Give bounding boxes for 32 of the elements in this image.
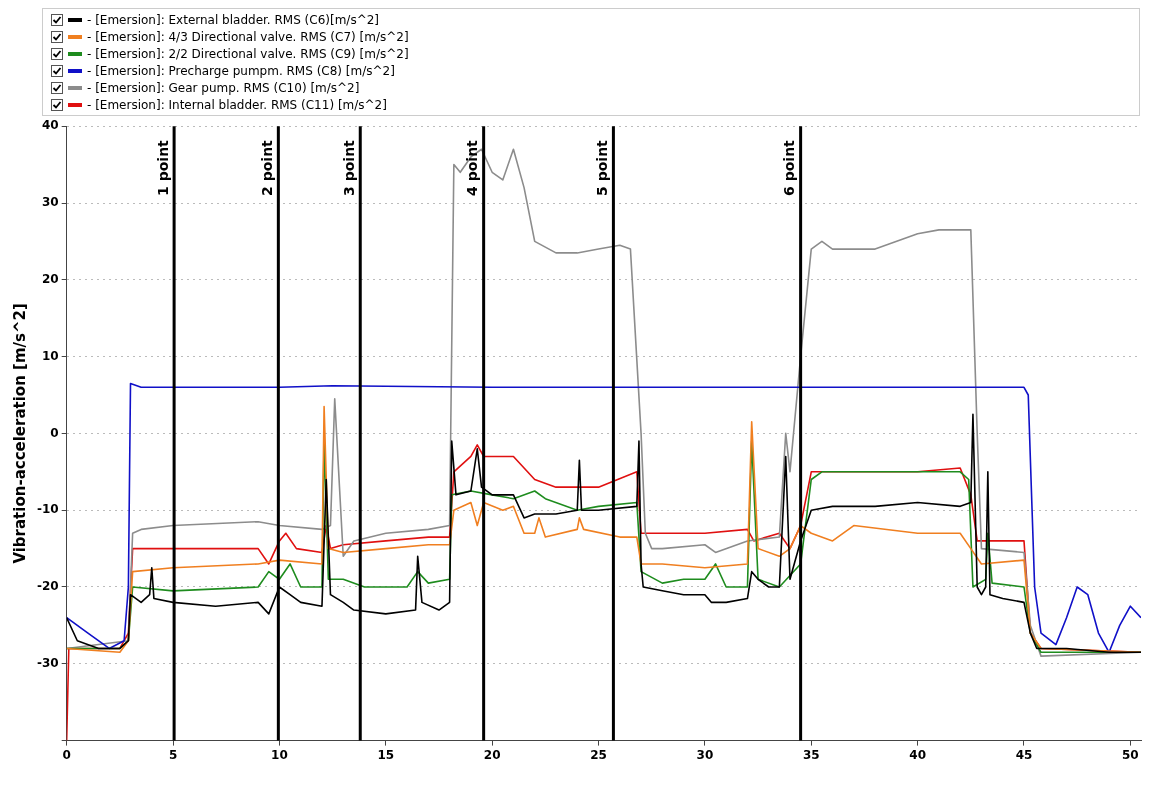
y-tick-label: 0 (50, 425, 59, 440)
x-tick-label: 30 (696, 747, 714, 762)
ref-line-label: 6 point (781, 139, 798, 196)
y-tick-label: 30 (41, 195, 59, 210)
x-tick-label: 45 (1015, 747, 1033, 762)
y-tick-label: 40 (41, 118, 59, 133)
legend-label: - [Emersion]: Gear pump. RMS (C10) [m/s^2] (87, 80, 360, 95)
legend-label: - [Emersion]: Precharge pumpm. RMS (C8) [m/s^2] (87, 63, 395, 78)
y-axis-title: Vibration-acceleration [m/s^2] (10, 303, 29, 564)
ref-line-label: 2 point (258, 139, 275, 196)
legend-label: - [Emersion]: 2/2 Directional valve. RMS (C9) [m/s^2] (87, 46, 409, 61)
x-tick-label: 20 (483, 747, 501, 762)
legend-label: - [Emersion]: External bladder. RMS (C6)[m/s^2] (87, 12, 380, 27)
ref-line-label: 4 point (464, 139, 481, 196)
y-tick-label: 20 (41, 271, 59, 286)
y-tick-label: 10 (41, 348, 59, 363)
ref-line-label: 5 point (594, 139, 611, 196)
x-tick-label: 10 (271, 747, 288, 762)
x-tick-label: 50 (1122, 747, 1139, 762)
x-tick-label: 35 (802, 747, 820, 762)
ref-line-label: 3 point (340, 139, 357, 196)
legend-label: - [Emersion]: Internal bladder. RMS (C11) [m/s^2] (87, 97, 387, 112)
x-tick-label: 40 (909, 747, 926, 762)
y-tick-label: -30 (36, 655, 59, 670)
x-tick-label: 0 (62, 747, 71, 762)
x-tick-label: 15 (377, 747, 395, 762)
y-tick-label: -20 (36, 579, 59, 594)
x-tick-label: 5 (168, 747, 178, 762)
x-tick-label: 25 (590, 747, 607, 762)
legend-label: - [Emersion]: 4/3 Directional valve. RMS (C7) [m/s^2] (87, 29, 409, 44)
y-tick-label: -10 (36, 502, 59, 517)
ref-line-label: 1 point (154, 139, 171, 196)
